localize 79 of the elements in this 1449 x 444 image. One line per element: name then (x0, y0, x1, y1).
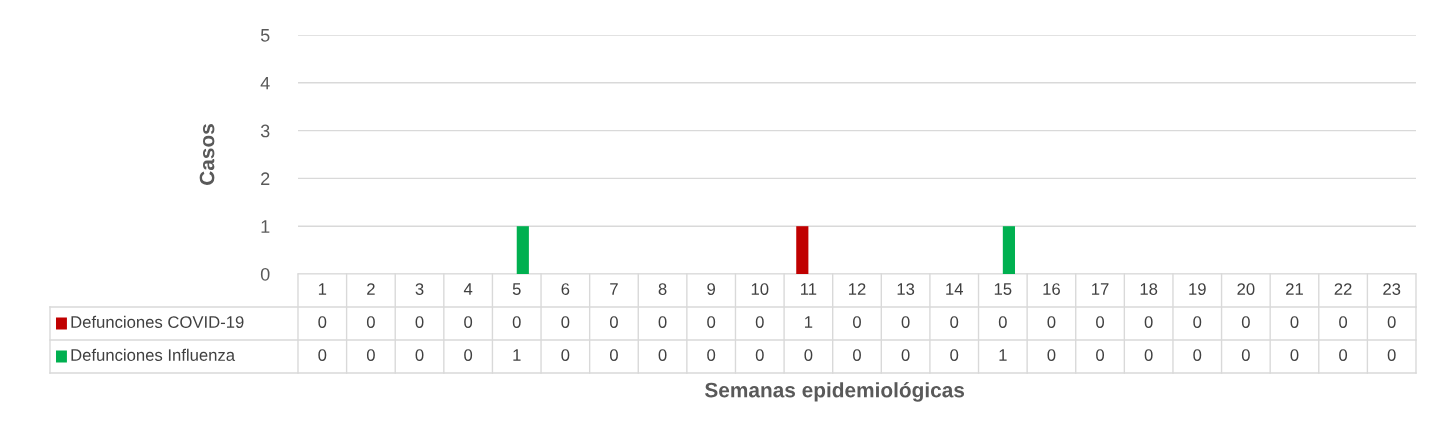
data-label: 0 (950, 316, 959, 328)
x-tick-label: 2 (367, 283, 375, 295)
y-tick-label: 4 (260, 76, 270, 90)
x-tick-label: 20 (1237, 283, 1255, 295)
x-tick-label: 17 (1092, 283, 1109, 295)
x-tick-label: 18 (1140, 283, 1158, 295)
x-tick-label: 6 (561, 283, 570, 295)
data-label: 0 (1387, 316, 1396, 328)
data-label: 0 (1144, 316, 1153, 328)
data-label: 0 (1339, 316, 1348, 328)
x-tick-label: 16 (1043, 283, 1060, 295)
x-tick-label: 4 (463, 283, 473, 295)
data-label: 0 (1096, 349, 1105, 361)
data-label: 0 (1290, 349, 1299, 361)
x-tick-label: 8 (658, 283, 667, 295)
data-label: 0 (1096, 316, 1105, 328)
data-label: 0 (1290, 316, 1299, 328)
x-tick-label: 12 (849, 283, 866, 295)
data-label: 0 (512, 316, 521, 328)
x-tick-label: 5 (512, 283, 521, 295)
x-tick-label: 21 (1286, 283, 1303, 295)
data-label: 1 (999, 349, 1007, 361)
data-label: 0 (853, 349, 861, 361)
data-label: 0 (998, 316, 1007, 328)
data-label: 0 (755, 349, 764, 361)
x-tick-label: 1 (318, 283, 327, 295)
x-tick-label: 19 (1189, 283, 1206, 295)
data-label: 0 (464, 349, 473, 361)
data-label: 0 (366, 316, 375, 328)
data-label: 0 (707, 349, 716, 361)
y-tick-label: 1 (261, 220, 270, 233)
y-tick-label: 3 (260, 124, 270, 138)
data-label: 0 (366, 349, 375, 361)
data-label: 0 (318, 349, 327, 361)
data-label: 0 (658, 349, 667, 361)
x-tick-label: 7 (610, 283, 618, 295)
data-label: 0 (561, 316, 570, 328)
data-label: 0 (950, 349, 959, 361)
data-label: 0 (804, 349, 813, 361)
data-label: 1 (513, 349, 521, 361)
x-tick-label: 9 (707, 283, 716, 295)
data-label: 0 (415, 349, 424, 361)
data-label: 0 (1241, 316, 1250, 328)
x-tick-label: 15 (994, 283, 1012, 295)
data-label: 0 (1241, 349, 1250, 361)
data-label: 0 (609, 349, 618, 361)
data-label: 0 (1193, 349, 1202, 361)
x-tick-label: 10 (751, 283, 769, 295)
data-label: 0 (707, 316, 716, 328)
x-tick-label: 22 (1334, 283, 1352, 295)
data-label: 0 (1047, 349, 1056, 361)
data-label: 0 (853, 316, 861, 328)
y-tick-label: 0 (260, 267, 270, 281)
data-label: 0 (1193, 316, 1202, 328)
data-label: 0 (755, 316, 764, 328)
x-tick-label: 11 (801, 283, 817, 295)
data-label: 0 (1047, 316, 1056, 328)
data-label: 0 (1339, 349, 1348, 361)
data-label: 0 (318, 316, 327, 328)
data-label: 0 (901, 316, 910, 328)
data-label: 0 (1387, 349, 1396, 361)
data-label: 0 (609, 316, 618, 328)
data-label: 1 (805, 316, 813, 328)
legend-label: Defunciones Influenza (71, 348, 236, 361)
legend-label: Defunciones COVID-19 (71, 315, 244, 328)
x-tick-label: 13 (897, 283, 915, 295)
data-label: 0 (901, 349, 910, 361)
data-label: 0 (1144, 349, 1153, 361)
data-label: 0 (464, 316, 473, 328)
x-axis-title: Semanas epidemiológicas (704, 382, 965, 402)
y-tick-label: 5 (260, 29, 270, 42)
y-axis-title: Casos (199, 124, 215, 185)
data-label: 0 (658, 316, 667, 328)
x-tick-label: 23 (1383, 283, 1401, 295)
x-tick-label: 14 (946, 283, 963, 295)
data-label: 0 (561, 349, 570, 361)
x-tick-label: 3 (415, 283, 424, 295)
data-label: 0 (415, 316, 424, 328)
y-tick-label: 2 (261, 172, 270, 185)
